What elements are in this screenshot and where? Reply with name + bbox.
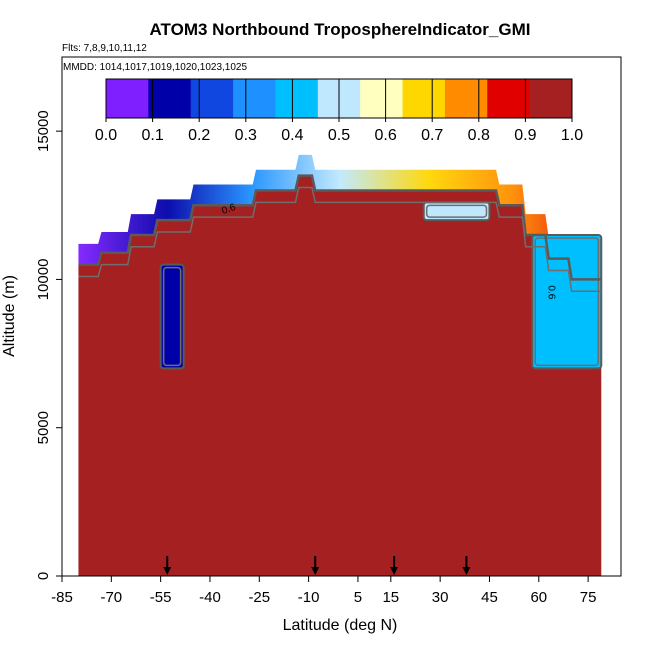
flight-arrow-head [163, 567, 172, 575]
x-tick-label: 15 [382, 589, 399, 606]
colorbar-swatch [275, 79, 319, 118]
x-tick-label: 5 [354, 589, 362, 606]
colorbar-swatch [529, 79, 573, 118]
colorbar-tick-label: 0.4 [281, 127, 303, 144]
colorbar-swatch [360, 79, 404, 118]
flight-arrows [163, 556, 471, 575]
colorbar-tick-label: 0.3 [235, 127, 257, 144]
contour-label: 0.6 [546, 285, 557, 299]
x-tick-label: 75 [580, 589, 597, 606]
y-tick-label: 5000 [35, 411, 52, 444]
colorbar-tick-label: 0.1 [141, 127, 163, 144]
colorbar-swatch [402, 79, 446, 118]
colorbar-swatch [106, 79, 149, 118]
plot-area: 0.6 0.6 [78, 154, 603, 576]
colorbar-swatch [444, 79, 488, 118]
troposphere-region [78, 175, 602, 576]
dates-note: MMDD: 1014,1017,1019,1020,1023,1025 [63, 62, 247, 73]
x-axis-label: Latitude (deg N) [283, 617, 398, 634]
contour-line [78, 174, 602, 281]
flight-arrow-head [390, 567, 399, 575]
contour-line [162, 266, 182, 367]
colorbar-tick-label: 0.5 [328, 127, 350, 144]
x-tick-label: -70 [100, 589, 122, 606]
colorbar-tick-label: 0.9 [514, 127, 536, 144]
flight-arrow-head [311, 567, 320, 575]
flight-arrow-head [462, 567, 471, 575]
colorbar-swatch [233, 79, 276, 118]
colorbar-tick-label: 0.7 [421, 127, 443, 144]
x-tick-label: -55 [150, 589, 172, 606]
stratosphere-band [78, 154, 602, 280]
y-axis-label: Altitude (m) [1, 275, 18, 357]
y-tick-label: 0 [35, 572, 52, 580]
colorbar-swatch [190, 79, 234, 118]
colorbar-tick-label: 0.2 [188, 127, 210, 144]
colorbar-tick-label: 0.6 [374, 127, 396, 144]
contour-line [534, 237, 600, 367]
x-axis: -85 -70 -55 -40 -25 -10 5 15 30 45 60 75 [51, 576, 596, 606]
colorbar-swatch [487, 79, 531, 118]
colorbar: 0.0 0.1 0.2 0.3 0.4 0.5 0.6 0.7 0.8 0.9 1.0 [95, 78, 583, 144]
colorbar-swatch [148, 79, 192, 118]
plot-frame [61, 56, 622, 577]
colorbar-tick-label: 0.8 [468, 127, 490, 144]
flights-note: Flts: 7,8,9,10,11,12 [62, 43, 147, 54]
y-axis: 0 5000 10000 15000 [35, 110, 62, 580]
y-tick-label: 15000 [35, 110, 52, 152]
contour-line [425, 204, 488, 218]
colorbar-tick-label: 1.0 [561, 127, 583, 144]
x-tick-label: 60 [530, 589, 547, 606]
x-tick-label: -25 [248, 589, 270, 606]
x-tick-label: -10 [298, 589, 320, 606]
y-tick-label: 10000 [35, 259, 52, 301]
stratosphere-pocket [531, 233, 603, 370]
contour-line [78, 186, 602, 293]
x-tick-label: 45 [481, 589, 498, 606]
colorbar-tick-label: 0.0 [95, 127, 117, 144]
x-tick-label: -40 [199, 589, 221, 606]
x-tick-label: -85 [51, 589, 73, 606]
x-tick-label: 30 [432, 589, 449, 606]
chart-title: ATOM3 Northbound TroposphereIndicator_GM… [150, 20, 531, 39]
contour-label: 0.6 [220, 202, 237, 217]
stratosphere-pocket [159, 263, 185, 370]
